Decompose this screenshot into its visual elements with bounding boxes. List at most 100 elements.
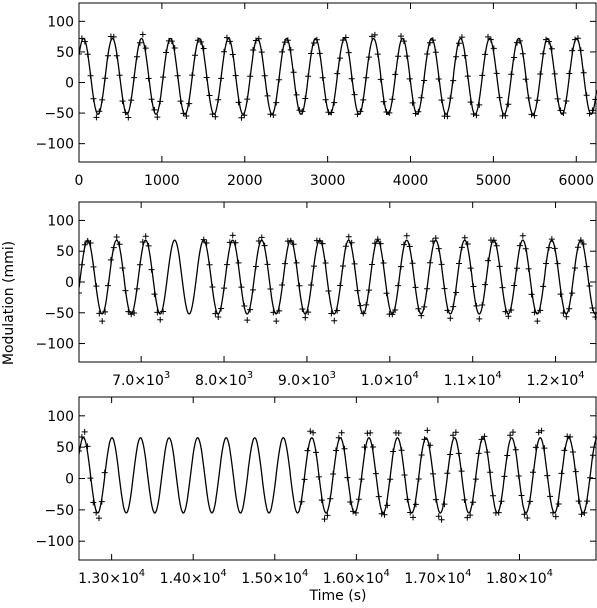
data-area bbox=[79, 427, 597, 523]
data-point bbox=[308, 50, 315, 57]
data-point bbox=[374, 51, 381, 58]
data-point bbox=[575, 498, 582, 505]
data-point bbox=[496, 263, 503, 270]
data-point bbox=[487, 469, 494, 476]
data-point bbox=[310, 40, 317, 47]
data-point bbox=[541, 445, 548, 452]
data-point bbox=[110, 33, 117, 40]
data-point bbox=[453, 53, 460, 60]
x-tick-label: 9.0×103 bbox=[278, 370, 336, 389]
data-point bbox=[522, 245, 529, 252]
data-point bbox=[551, 70, 558, 77]
data-point bbox=[93, 283, 100, 290]
data-point bbox=[116, 72, 123, 79]
data-point bbox=[548, 45, 555, 52]
data-point bbox=[450, 77, 457, 84]
data-point bbox=[315, 473, 322, 480]
data-point bbox=[255, 238, 262, 245]
x-tick-label: 1.80×104 bbox=[486, 568, 553, 587]
data-point bbox=[583, 263, 590, 270]
data-point bbox=[203, 74, 210, 81]
data-point bbox=[139, 31, 146, 38]
data-point bbox=[142, 233, 149, 240]
data-point bbox=[321, 516, 328, 523]
data-point bbox=[461, 52, 468, 59]
data-point bbox=[580, 69, 587, 76]
data-point bbox=[328, 310, 335, 317]
data-point bbox=[519, 232, 526, 239]
x-tick-label: 3000 bbox=[310, 173, 346, 189]
data-point bbox=[557, 291, 564, 298]
data-point bbox=[386, 109, 393, 116]
data-point bbox=[270, 309, 277, 316]
data-point bbox=[247, 73, 254, 80]
data-point bbox=[555, 501, 562, 508]
data-point bbox=[581, 509, 588, 516]
data-point bbox=[255, 35, 262, 42]
data-point bbox=[377, 240, 384, 247]
data-point bbox=[302, 314, 309, 321]
data-point bbox=[489, 492, 496, 499]
data-point bbox=[87, 240, 94, 247]
data-point bbox=[310, 263, 317, 270]
data-point bbox=[273, 99, 280, 106]
data-point bbox=[415, 108, 422, 115]
data-point bbox=[389, 96, 396, 103]
data-point bbox=[586, 282, 593, 289]
y-tick-label: 100 bbox=[47, 213, 74, 229]
data-point bbox=[339, 263, 346, 270]
data-point bbox=[319, 74, 326, 81]
data-point bbox=[453, 289, 460, 296]
data-point bbox=[432, 235, 439, 242]
data-point bbox=[189, 72, 196, 79]
data-point bbox=[485, 257, 492, 264]
x-tick-label: 1.70×104 bbox=[404, 568, 471, 587]
data-point bbox=[296, 107, 303, 114]
data-point bbox=[96, 108, 103, 115]
data-point bbox=[221, 285, 228, 292]
data-point bbox=[456, 40, 463, 47]
data-point bbox=[163, 49, 170, 56]
data-point bbox=[318, 497, 325, 504]
data-point bbox=[584, 498, 591, 505]
data-point bbox=[119, 98, 126, 105]
data-point bbox=[447, 315, 454, 322]
data-point bbox=[322, 96, 329, 103]
data-point bbox=[250, 286, 257, 293]
data-point bbox=[113, 233, 120, 240]
data-point bbox=[267, 285, 274, 292]
data-point bbox=[209, 111, 216, 118]
data-point bbox=[592, 96, 597, 103]
data-point bbox=[226, 38, 233, 45]
data-point bbox=[397, 33, 404, 40]
y-tick-label: 50 bbox=[56, 244, 74, 260]
data-point bbox=[305, 309, 312, 316]
data-point bbox=[511, 282, 518, 289]
data-point bbox=[244, 96, 251, 103]
data-point bbox=[505, 313, 512, 320]
data-point bbox=[418, 451, 425, 458]
data-point bbox=[525, 94, 532, 101]
data-point bbox=[157, 98, 164, 105]
data-point bbox=[151, 291, 158, 298]
data-area bbox=[79, 31, 597, 121]
data-point bbox=[221, 48, 228, 55]
data-point bbox=[350, 508, 357, 515]
data-point bbox=[93, 114, 100, 121]
x-tick-label: 1.60×104 bbox=[323, 568, 390, 587]
data-point bbox=[397, 263, 404, 270]
data-point bbox=[421, 303, 428, 310]
data-point bbox=[148, 96, 155, 103]
data-point bbox=[371, 240, 378, 247]
data-point bbox=[171, 44, 178, 51]
data-point bbox=[79, 448, 82, 455]
data-point bbox=[107, 256, 114, 263]
data-point bbox=[493, 242, 500, 249]
x-tick-label: 1000 bbox=[144, 173, 180, 189]
data-point bbox=[151, 106, 158, 113]
data-point bbox=[99, 318, 106, 325]
data-point bbox=[441, 501, 448, 508]
data-point bbox=[119, 264, 126, 271]
data-point bbox=[192, 52, 199, 59]
data-point bbox=[174, 72, 181, 79]
